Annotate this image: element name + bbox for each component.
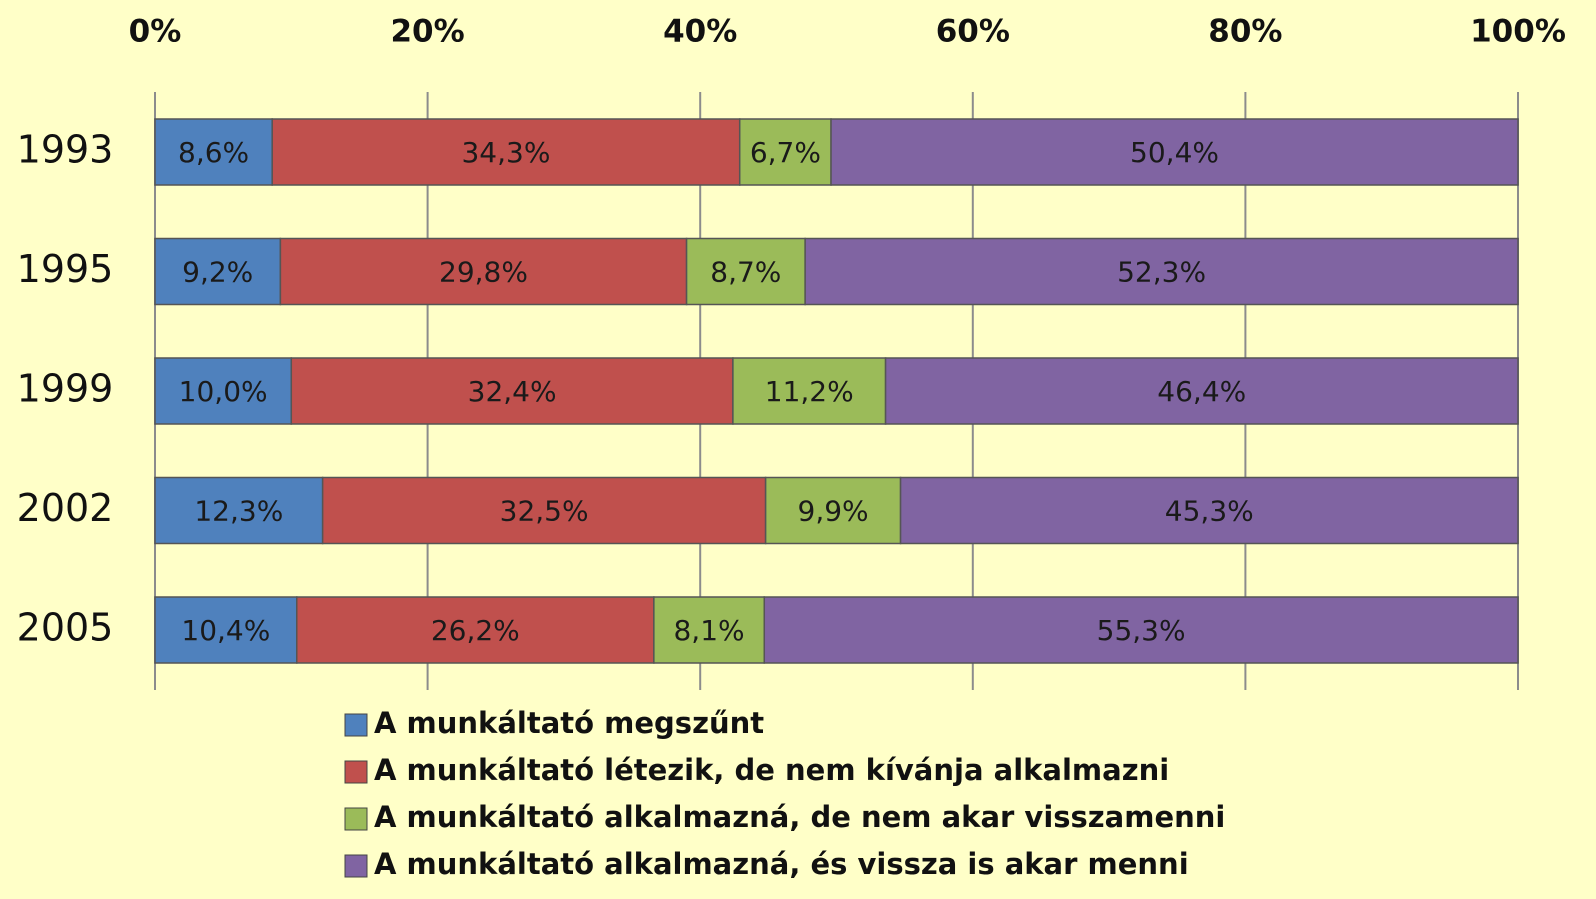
data-label: 34,3%	[461, 136, 550, 169]
bar-segment	[321, 476, 767, 545]
y-tick-label: 1999	[17, 367, 114, 411]
bar-segment	[154, 118, 273, 186]
data-label: 8,7%	[710, 256, 781, 289]
data-label: 6,7%	[750, 136, 821, 169]
data-label: 32,5%	[500, 495, 589, 528]
data-label: 8,1%	[673, 614, 744, 647]
bar-segment	[154, 357, 293, 425]
bar-segment	[685, 237, 806, 306]
legend-label: A munkáltató alkalmazná, és vissza is ak…	[374, 847, 1189, 881]
y-tick-label: 2002	[17, 486, 114, 530]
y-tick-label: 2005	[17, 606, 114, 650]
legend-label: A munkáltató létezik, de nem kívánja alk…	[374, 753, 1169, 787]
bar-segment	[830, 118, 1519, 186]
x-tick-label: 60%	[936, 14, 1010, 50]
legend-swatch	[344, 713, 368, 737]
bar-segment	[296, 596, 655, 664]
legend-swatch	[344, 760, 368, 784]
legend-label: A munkáltató alkalmazná, de nem akar vis…	[374, 800, 1225, 834]
bar-segment	[154, 476, 324, 545]
bar-segment	[154, 596, 298, 664]
y-tick-label: 1993	[17, 128, 114, 172]
data-label: 32,4%	[468, 375, 557, 408]
data-label: 26,2%	[431, 614, 520, 647]
data-label: 52,3%	[1117, 256, 1206, 289]
x-tick-label: 80%	[1208, 14, 1282, 50]
data-label: 8,6%	[178, 136, 249, 169]
bar-segment	[804, 237, 1519, 306]
bar-segment	[290, 357, 734, 425]
data-label: 50,4%	[1130, 136, 1219, 169]
y-tick-label: 1995	[17, 247, 114, 291]
bar-segment	[154, 237, 282, 306]
legend-label: A munkáltató megszűnt	[374, 706, 764, 740]
data-label: 45,3%	[1165, 495, 1254, 528]
data-label: 12,3%	[194, 495, 283, 528]
x-tick-label: 0%	[129, 14, 182, 50]
legend-swatch	[344, 854, 368, 878]
legend-swatch	[344, 807, 368, 831]
bar-segment	[732, 357, 887, 425]
bar-segment	[899, 476, 1519, 545]
data-label: 29,8%	[439, 256, 528, 289]
x-tick-label: 40%	[663, 14, 737, 50]
data-label: 10,4%	[181, 614, 270, 647]
x-tick-label: 100%	[1470, 14, 1566, 50]
bar-segment	[279, 237, 688, 306]
data-label: 55,3%	[1097, 614, 1186, 647]
data-label: 10,0%	[179, 375, 268, 408]
bar-segment	[884, 357, 1519, 425]
data-label: 9,9%	[798, 495, 869, 528]
data-label: 9,2%	[182, 256, 253, 289]
data-label: 46,4%	[1157, 375, 1246, 408]
x-tick-label: 20%	[390, 14, 464, 50]
bar-segment	[763, 596, 1519, 664]
data-label: 11,2%	[765, 375, 854, 408]
